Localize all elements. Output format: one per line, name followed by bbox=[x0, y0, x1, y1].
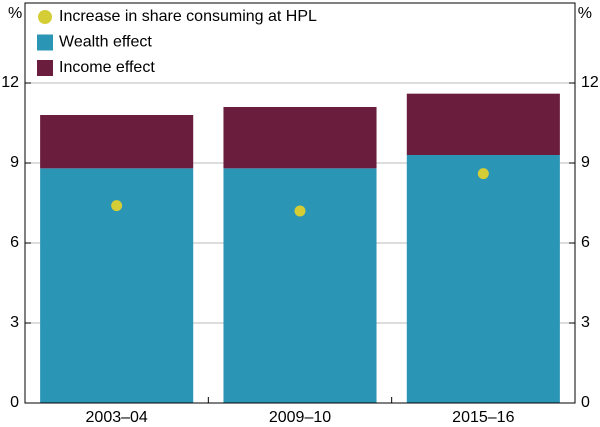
x-tick-label: 2009–10 bbox=[269, 409, 331, 426]
y-tick-label: 3 bbox=[10, 314, 19, 331]
y-tick-label: 9 bbox=[10, 154, 19, 171]
bar-segment bbox=[223, 168, 377, 403]
y2-tick-label: 6 bbox=[581, 234, 590, 251]
x-tick-label: 2015–16 bbox=[452, 409, 514, 426]
dot bbox=[477, 168, 489, 180]
y-axis-unit: % bbox=[8, 5, 22, 22]
dot bbox=[111, 200, 123, 212]
legend-label: Increase in share consuming at HPL bbox=[59, 8, 317, 25]
bar-segment bbox=[223, 107, 377, 169]
y-tick-label: 0 bbox=[10, 394, 19, 411]
y2-axis-unit: % bbox=[578, 5, 592, 22]
legend-marker bbox=[37, 34, 53, 51]
y2-tick-label: 0 bbox=[581, 394, 590, 411]
legend-marker bbox=[38, 10, 52, 24]
bar-segment bbox=[406, 155, 560, 403]
bar-segment bbox=[40, 115, 194, 169]
dot bbox=[294, 205, 306, 217]
y-tick-label: 12 bbox=[1, 74, 19, 91]
y2-tick-label: 3 bbox=[581, 314, 590, 331]
bar-segment bbox=[406, 93, 560, 155]
y2-tick-label: 12 bbox=[581, 74, 599, 91]
y-tick-label: 6 bbox=[10, 234, 19, 251]
legend-label: Income effect bbox=[59, 59, 155, 76]
legend-marker bbox=[37, 60, 53, 76]
x-tick-label: 2003–04 bbox=[86, 409, 148, 426]
plot-frame bbox=[24, 2, 576, 404]
legend-label: Wealth effect bbox=[59, 34, 152, 51]
y2-tick-label: 9 bbox=[581, 154, 590, 171]
